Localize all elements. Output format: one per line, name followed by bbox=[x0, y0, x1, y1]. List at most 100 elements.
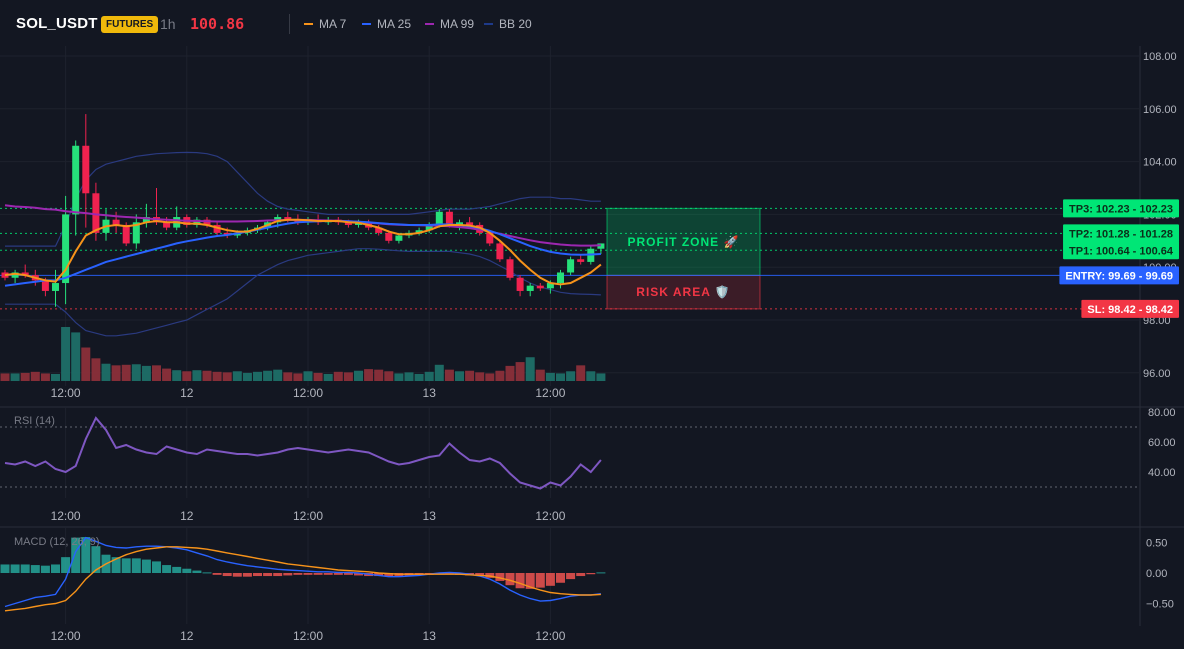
candle-body bbox=[425, 224, 433, 231]
level-tag-text: TP2: 101.28 - 101.28 bbox=[1069, 228, 1173, 240]
candle-body bbox=[203, 219, 211, 225]
bb-upper-line bbox=[5, 151, 601, 247]
macd-hist-bar bbox=[263, 573, 273, 577]
legend-swatch bbox=[425, 23, 434, 25]
candle-body bbox=[526, 285, 534, 291]
header-divider bbox=[289, 14, 290, 34]
volume-bar bbox=[404, 372, 414, 381]
level-tag-text: ENTRY: 99.69 - 99.69 bbox=[1065, 270, 1173, 282]
macd-hist-bar bbox=[81, 537, 91, 573]
volume-bar bbox=[424, 371, 434, 381]
candle-body bbox=[415, 230, 423, 233]
volume-bar bbox=[20, 372, 30, 381]
volume-bar bbox=[111, 365, 121, 381]
candle-body bbox=[163, 222, 171, 228]
legend-ma25[interactable]: MA 25 bbox=[362, 17, 411, 31]
legend-ma7[interactable]: MA 7 bbox=[304, 17, 346, 31]
volume-bar bbox=[333, 371, 343, 381]
candle-body bbox=[82, 145, 90, 194]
candle bbox=[72, 140, 80, 236]
candle-body bbox=[112, 219, 120, 225]
candle-body bbox=[546, 283, 554, 289]
chart-header: SOL_USDT FUTURES 1h 100.86 MA 7 MA 25 MA… bbox=[0, 0, 1184, 46]
macd-hist-bar bbox=[61, 557, 71, 573]
macd-hist-bar bbox=[515, 573, 525, 589]
timeframe-label[interactable]: 1h bbox=[160, 16, 176, 32]
candle bbox=[82, 114, 90, 228]
rsi-line bbox=[4, 416, 602, 490]
volume-bar bbox=[0, 373, 10, 381]
macd-hist-bar bbox=[162, 565, 172, 573]
candle-body bbox=[1, 272, 9, 278]
grid-lines bbox=[0, 46, 1140, 624]
legend-label: MA 99 bbox=[440, 17, 475, 31]
candle-body bbox=[486, 232, 494, 244]
macd-hist-bar bbox=[495, 573, 505, 581]
candle bbox=[496, 240, 504, 262]
legend-swatch bbox=[484, 23, 493, 25]
macd-signal-line bbox=[4, 546, 601, 612]
macd-hist-bar bbox=[535, 573, 545, 588]
time-tick-label: 12:00 bbox=[535, 386, 565, 400]
candle bbox=[415, 227, 423, 236]
macd-hist-bar bbox=[303, 573, 313, 575]
legend-ma99[interactable]: MA 99 bbox=[425, 17, 474, 31]
volume-bar bbox=[485, 373, 495, 381]
volume-bar bbox=[313, 372, 323, 381]
time-tick-label: 12:00 bbox=[293, 386, 323, 400]
candle-body bbox=[132, 222, 140, 244]
candle-body bbox=[435, 211, 443, 225]
candle bbox=[52, 269, 59, 307]
volume-bar bbox=[556, 373, 565, 381]
candle-body bbox=[294, 219, 302, 223]
macd-hist-bar bbox=[152, 561, 161, 573]
ma7-line bbox=[4, 218, 602, 286]
volume-bar bbox=[91, 358, 101, 381]
volume-bar bbox=[81, 347, 91, 381]
macd-hist-bar bbox=[323, 573, 333, 575]
macd-hist-bar bbox=[253, 573, 262, 577]
volume-bar bbox=[121, 364, 131, 381]
candle bbox=[193, 217, 201, 228]
macd-hist-bar bbox=[475, 573, 485, 577]
macd-hist-bar bbox=[91, 546, 101, 573]
symbol-name[interactable]: SOL_USDT bbox=[16, 15, 98, 32]
macd-hist-bar bbox=[343, 573, 353, 575]
candle-body bbox=[557, 272, 564, 284]
volume-bar bbox=[566, 371, 576, 381]
volume-bar bbox=[152, 365, 161, 381]
macd-hist-bar bbox=[596, 572, 606, 574]
volume-bar bbox=[51, 373, 60, 381]
last-price: 100.86 bbox=[190, 15, 245, 33]
macd-hist-bar bbox=[182, 568, 192, 573]
legend-bb20[interactable]: BB 20 bbox=[484, 17, 532, 31]
legend-label: MA 7 bbox=[319, 17, 347, 31]
volume-bar bbox=[586, 371, 596, 381]
level-tag-entry bbox=[1059, 266, 1179, 285]
volume-bar bbox=[444, 369, 454, 381]
volume-bar bbox=[263, 370, 273, 381]
candle-body bbox=[92, 193, 100, 233]
time-tick-label: 13 bbox=[423, 386, 437, 400]
candle-body bbox=[395, 235, 403, 241]
macd-tick-label: −0.50 bbox=[1146, 599, 1174, 611]
volume-bar bbox=[414, 373, 424, 381]
candle-body bbox=[516, 277, 524, 291]
candle-body bbox=[41, 280, 49, 291]
macd-hist-bar bbox=[333, 573, 343, 575]
candle-body bbox=[122, 224, 130, 244]
legend-swatch bbox=[304, 23, 313, 25]
volume-bar bbox=[232, 371, 242, 381]
volume-bar bbox=[303, 371, 313, 381]
macd-hist-bar bbox=[566, 573, 576, 580]
macd-hist-bar bbox=[71, 537, 81, 573]
profit-zone bbox=[606, 207, 761, 276]
trade-zones: PROFIT ZONE 🚀 RISK AREA 🛡️ bbox=[606, 207, 761, 310]
volume-bar bbox=[323, 373, 333, 381]
candle-body bbox=[193, 219, 201, 225]
volume-bar bbox=[465, 370, 475, 381]
macd-hist-bar bbox=[141, 559, 151, 573]
ma25-line bbox=[4, 220, 601, 287]
volume-bar bbox=[293, 373, 303, 381]
